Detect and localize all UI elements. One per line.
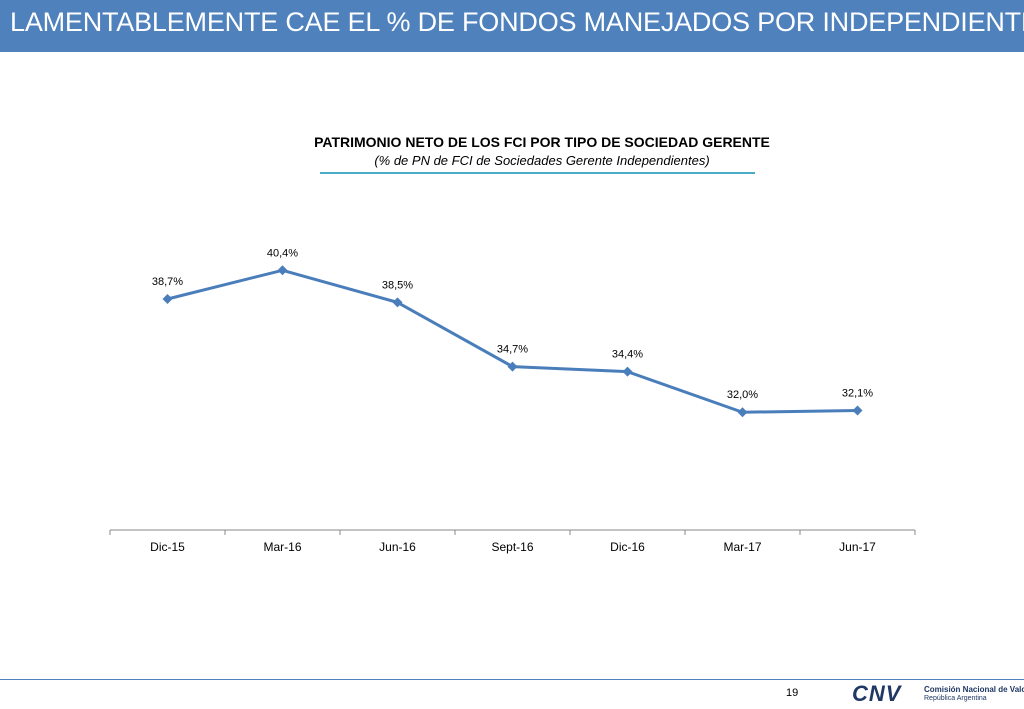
cnv-logo-mark: CNV xyxy=(852,683,903,703)
x-tick-label: Mar-16 xyxy=(263,540,301,554)
x-tick-label: Jun-16 xyxy=(379,540,416,554)
title-bar: LAMENTABLEMENTE CAE EL % DE FONDOS MANEJ… xyxy=(0,0,1024,52)
chart-subtitle: (% de PN de FCI de Sociedades Gerente In… xyxy=(374,153,710,168)
svg-text:CNV: CNV xyxy=(852,683,903,703)
data-label: 38,7% xyxy=(152,276,183,288)
data-label: 40,4% xyxy=(267,247,298,259)
x-tick-label: Jun-17 xyxy=(839,540,876,554)
chart-title: PATRIMONIO NETO DE LOS FCI POR TIPO DE S… xyxy=(314,134,770,150)
org-name: Comisión Nacional de Valores xyxy=(924,685,1024,694)
data-point xyxy=(737,407,748,418)
slide-title: LAMENTABLEMENTE CAE EL % DE FONDOS MANEJ… xyxy=(10,7,1024,37)
x-tick-label: Sept-16 xyxy=(491,540,533,554)
data-label: 32,0% xyxy=(727,389,758,401)
org-subtitle: República Argentina xyxy=(924,695,987,702)
data-label: 32,1% xyxy=(842,388,873,400)
x-axis: Dic-15 Mar-16 Jun-16 Sept-16 Dic-16 Mar-17 Jun… xyxy=(109,529,916,554)
cnv-logo: CNV Comisión Nacional de Valores Repúbli… xyxy=(852,682,1024,706)
data-labels: 38,7% 40,4% 38,5% 34,7% 34,4% 32,0% 32,1% xyxy=(152,247,873,401)
footer-divider xyxy=(0,679,1024,680)
title-underline xyxy=(320,172,755,174)
data-point xyxy=(392,297,403,308)
data-label: 34,4% xyxy=(612,349,643,361)
x-tick-label: Dic-15 xyxy=(150,540,185,554)
data-point xyxy=(277,265,288,276)
x-tick-label: Mar-17 xyxy=(723,540,761,554)
data-point xyxy=(852,405,863,416)
data-point xyxy=(162,294,173,304)
data-label: 34,7% xyxy=(497,344,528,356)
x-tick-label: Dic-16 xyxy=(610,540,645,554)
page-number: 19 xyxy=(786,687,799,699)
data-label: 38,5% xyxy=(382,279,413,291)
data-point xyxy=(622,366,633,377)
data-points xyxy=(162,265,863,418)
data-point xyxy=(507,361,518,372)
